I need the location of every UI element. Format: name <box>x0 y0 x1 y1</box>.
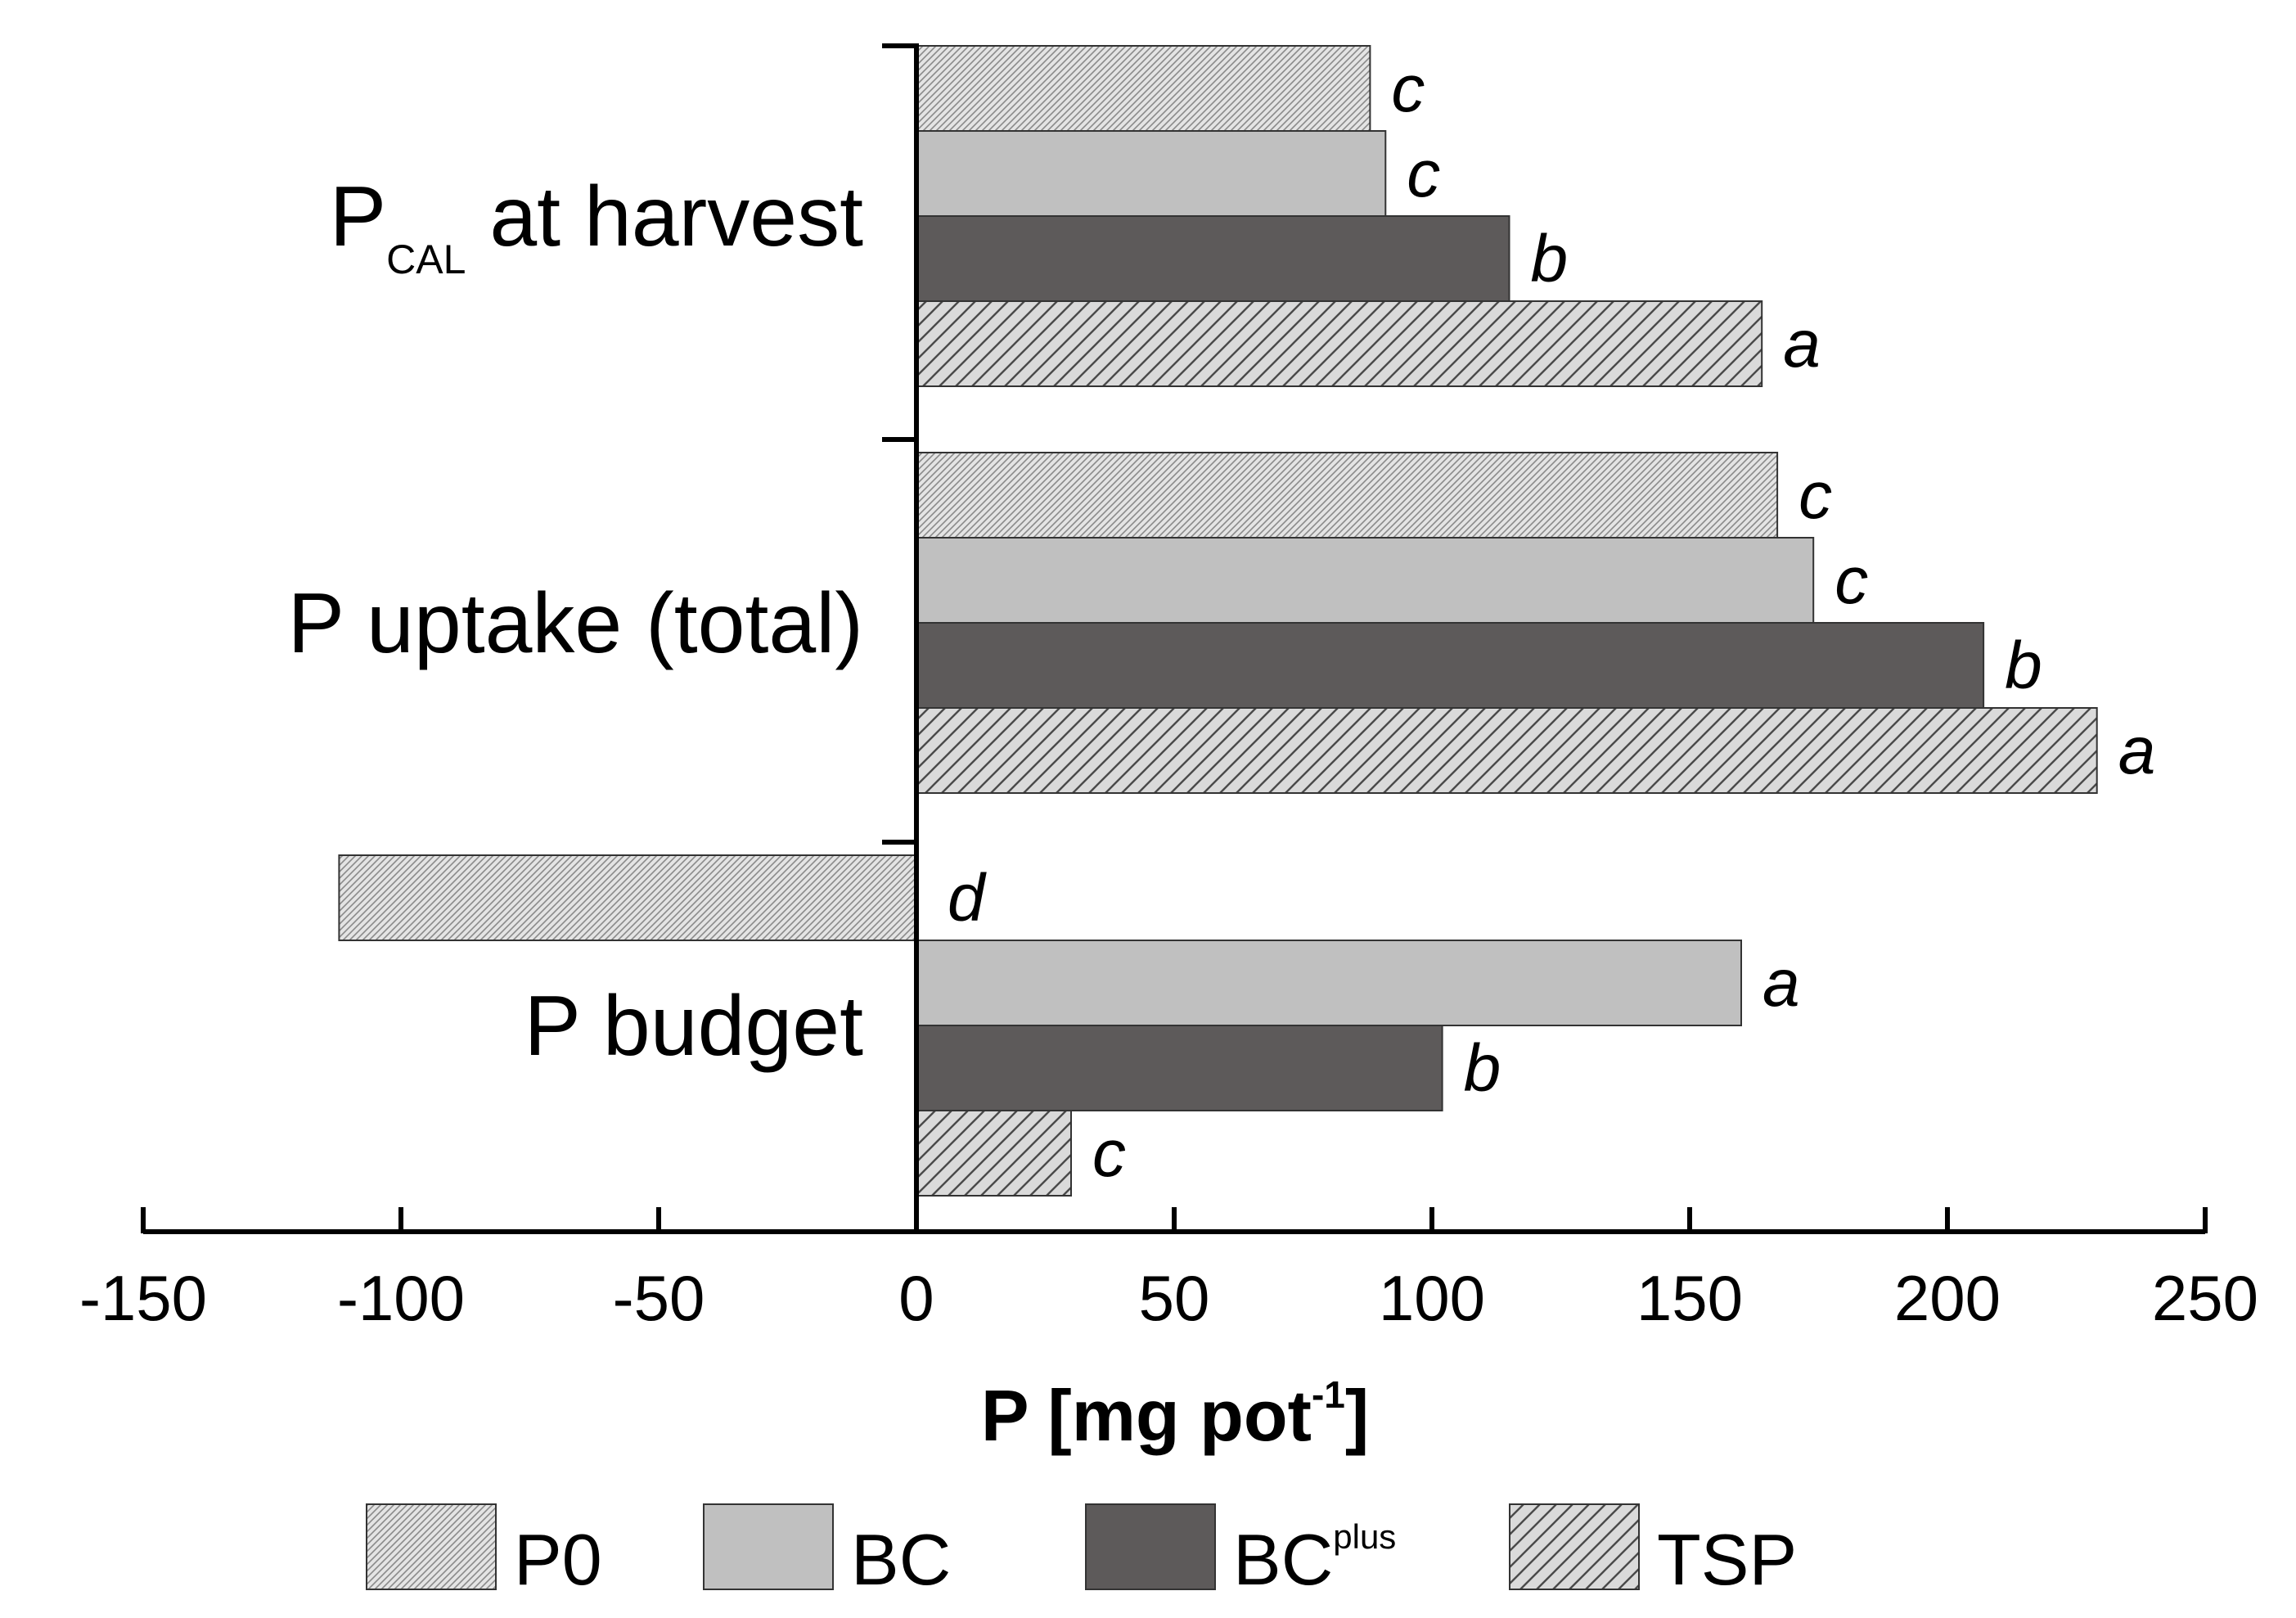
x-tick-label-0: 0 <box>898 1262 934 1334</box>
bar-pcal-bc <box>916 130 1387 217</box>
category-label-uptake: P uptake (total) <box>288 576 863 671</box>
x-tick-label-100: 100 <box>1379 1262 1485 1334</box>
x-tick-label-250: 250 <box>2152 1262 2258 1334</box>
bar-budget-tsp <box>916 1110 1072 1197</box>
axes-layer <box>141 43 2208 1234</box>
bars-layer <box>338 45 2098 1197</box>
legend-swatch-bc <box>703 1503 834 1590</box>
legend: P0 BC BCplus TSP <box>366 1503 1797 1600</box>
x-tick-label--150: -150 <box>79 1262 207 1334</box>
sig-letter-pcal-bcplus: b <box>1531 222 1569 296</box>
x-tick-label--50: -50 <box>613 1262 705 1334</box>
sig-letter-budget-bc: a <box>1763 946 1800 1021</box>
bar-pcal-bcplus <box>916 215 1510 302</box>
legend-label-bc: BC <box>851 1519 951 1600</box>
bar-pcal-tsp <box>916 300 1763 387</box>
bar-budget-p0 <box>338 854 917 941</box>
legend-swatch-bcplus <box>1085 1503 1216 1590</box>
sig-letter-uptake-bc: c <box>1835 543 1868 618</box>
x-tick-label--100: -100 <box>337 1262 465 1334</box>
bar-budget-bc <box>916 940 1742 1026</box>
bar-uptake-tsp <box>916 707 2098 794</box>
sig-letter-budget-p0: d <box>948 861 987 935</box>
bar-uptake-p0 <box>916 452 1779 539</box>
sig-letter-uptake-bcplus: b <box>2005 629 2042 703</box>
x-tick-label-200: 200 <box>1894 1262 2001 1334</box>
sig-letter-budget-bcplus: b <box>1464 1031 1501 1106</box>
sig-letter-budget-tsp: c <box>1092 1116 1126 1191</box>
bar-pcal-p0 <box>916 45 1371 132</box>
sig-letter-pcal-tsp: a <box>1783 307 1821 381</box>
legend-label-bcplus: BCplus <box>1233 1517 1396 1600</box>
x-tick-label-50: 50 <box>1139 1262 1210 1334</box>
legend-swatch-p0 <box>366 1503 497 1590</box>
legend-label-tsp: TSP <box>1657 1519 1797 1600</box>
sig-letter-pcal-bc: c <box>1407 137 1440 211</box>
x-axis-title: P [mg pot-1] <box>981 1373 1369 1456</box>
bar-uptake-bcplus <box>916 622 1985 709</box>
sig-letter-uptake-tsp: a <box>2118 714 2156 788</box>
category-label-pcal: PCAL at harvest <box>330 169 863 282</box>
sig-letter-uptake-p0: c <box>1799 458 1832 533</box>
bar-budget-bcplus <box>916 1025 1443 1111</box>
bar-uptake-bc <box>916 537 1815 624</box>
legend-label-p0: P0 <box>514 1519 602 1600</box>
sig-letter-pcal-p0: c <box>1391 52 1425 126</box>
category-label-budget: P budget <box>524 979 864 1074</box>
x-tick-label-150: 150 <box>1636 1262 1743 1334</box>
legend-swatch-tsp <box>1509 1503 1640 1590</box>
